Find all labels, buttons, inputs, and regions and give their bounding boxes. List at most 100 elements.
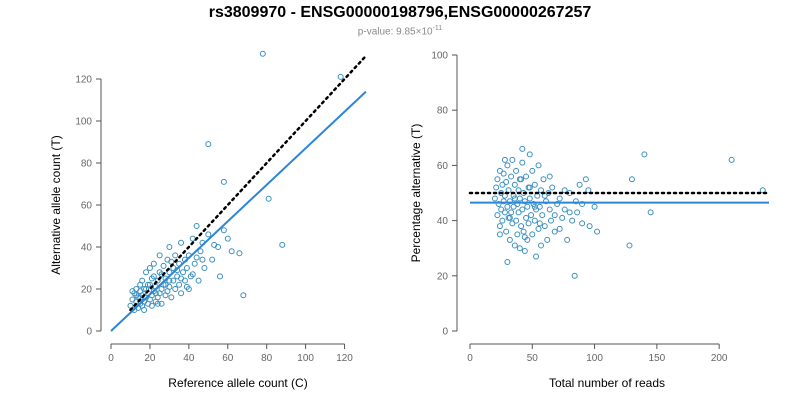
left-data-point: [201, 265, 208, 271]
right-data-point: [579, 220, 586, 227]
left-data-point: [224, 235, 231, 242]
right-data-point: [533, 206, 540, 213]
chart-subtitle: p-value: 9.85×10-11: [0, 25, 800, 37]
right-data-point: [506, 236, 513, 243]
left-data-point: [148, 275, 155, 282]
left-x-tick-label: 60: [222, 353, 234, 364]
left-data-point: [176, 281, 183, 288]
left-data-point: [148, 302, 155, 309]
right-y-tick-label: 100: [431, 51, 448, 62]
left-data-point: [152, 290, 159, 297]
right-data-point: [506, 214, 513, 221]
left-data-point: [178, 275, 185, 282]
right-y-tick-label: 0: [442, 327, 448, 338]
right-data-point: [594, 228, 601, 235]
right-data-point: [516, 245, 523, 252]
right-data-point: [728, 156, 735, 163]
right-data-point: [524, 203, 531, 210]
right-data-point: [511, 195, 518, 202]
right-data-point: [513, 217, 520, 224]
right-data-point: [501, 209, 508, 216]
right-data-point: [574, 209, 581, 216]
left-data-point: [279, 241, 286, 248]
left-data-point: [178, 239, 185, 246]
left-data-point: [154, 277, 161, 284]
right-data-point: [495, 201, 502, 208]
left-data-point: [156, 252, 163, 259]
right-data-point: [511, 181, 518, 188]
right-data-point: [523, 214, 530, 221]
right-data-point: [521, 198, 528, 205]
right-data-point: [529, 231, 536, 238]
right-data-point: [523, 173, 530, 180]
left-data-point: [236, 250, 243, 257]
left-data-point: [146, 265, 153, 271]
right-data-point: [641, 151, 648, 158]
right-data-point: [494, 212, 501, 219]
right-data-point: [529, 167, 536, 174]
right-data-point: [521, 234, 528, 241]
right-data-point: [535, 225, 542, 232]
right-data-point: [582, 176, 589, 183]
right-data-point: [647, 209, 654, 216]
left-data-point: [162, 281, 169, 288]
right-data-point: [540, 176, 547, 183]
right-data-point: [530, 201, 537, 208]
left-data-point: [205, 141, 212, 148]
left-fit-line: [110, 90, 367, 332]
left-data-point: [160, 262, 167, 269]
right-data-point: [509, 156, 516, 163]
right-data-point: [501, 156, 508, 163]
right-data-point: [526, 184, 533, 191]
left-data-point: [199, 256, 206, 263]
right-data-point: [561, 206, 568, 213]
left-data-point: [141, 307, 148, 313]
left-x-tick-label: 80: [261, 353, 273, 364]
left-x-tick-label: 40: [183, 353, 195, 364]
right-data-point: [591, 203, 598, 210]
right-data-point: [569, 217, 576, 224]
right-x-tick-label: 200: [711, 353, 728, 364]
right-data-point: [628, 176, 635, 183]
right-data-point: [542, 198, 549, 205]
left-data-point: [220, 178, 227, 185]
right-data-point: [551, 212, 558, 219]
right-data-point: [531, 203, 538, 210]
right-data-point: [509, 220, 516, 227]
left-y-tick-label: 60: [81, 201, 93, 212]
right-data-point: [519, 206, 526, 213]
right-x-axis-label: Total number of reads: [549, 376, 665, 390]
right-data-point: [586, 223, 593, 230]
right-data-point: [516, 176, 523, 183]
left-data-point: [172, 286, 179, 292]
right-data-point: [579, 201, 586, 208]
right-data-point: [491, 195, 498, 202]
right-y-axis-label: Percentage alternative (T): [409, 124, 423, 263]
left-data-point: [178, 290, 185, 297]
right-data-point: [566, 209, 573, 216]
right-y-tick-label: 20: [437, 271, 449, 282]
left-data-point: [158, 300, 165, 307]
left-data-point: [183, 265, 190, 271]
left-y-tick-label: 20: [81, 285, 93, 296]
left-data-point: [205, 231, 212, 238]
right-data-point: [526, 195, 533, 202]
left-data-point: [259, 50, 266, 57]
right-data-point: [561, 187, 568, 194]
left-y-tick-label: 120: [75, 75, 92, 86]
right-data-point: [493, 184, 500, 191]
right-data-point: [626, 242, 633, 249]
right-data-point: [572, 198, 579, 205]
right-data-point: [503, 178, 510, 185]
right-data-point: [536, 220, 543, 227]
right-data-point: [541, 223, 548, 230]
left-data-point: [172, 252, 179, 259]
right-data-point: [503, 228, 510, 235]
right-data-point: [546, 206, 553, 213]
right-data-point: [513, 167, 520, 174]
left-data-point: [166, 244, 173, 250]
right-data-point: [520, 228, 527, 235]
left-x-tick-label: 120: [336, 353, 353, 364]
right-data-point: [514, 201, 521, 208]
left-data-point: [189, 235, 196, 242]
